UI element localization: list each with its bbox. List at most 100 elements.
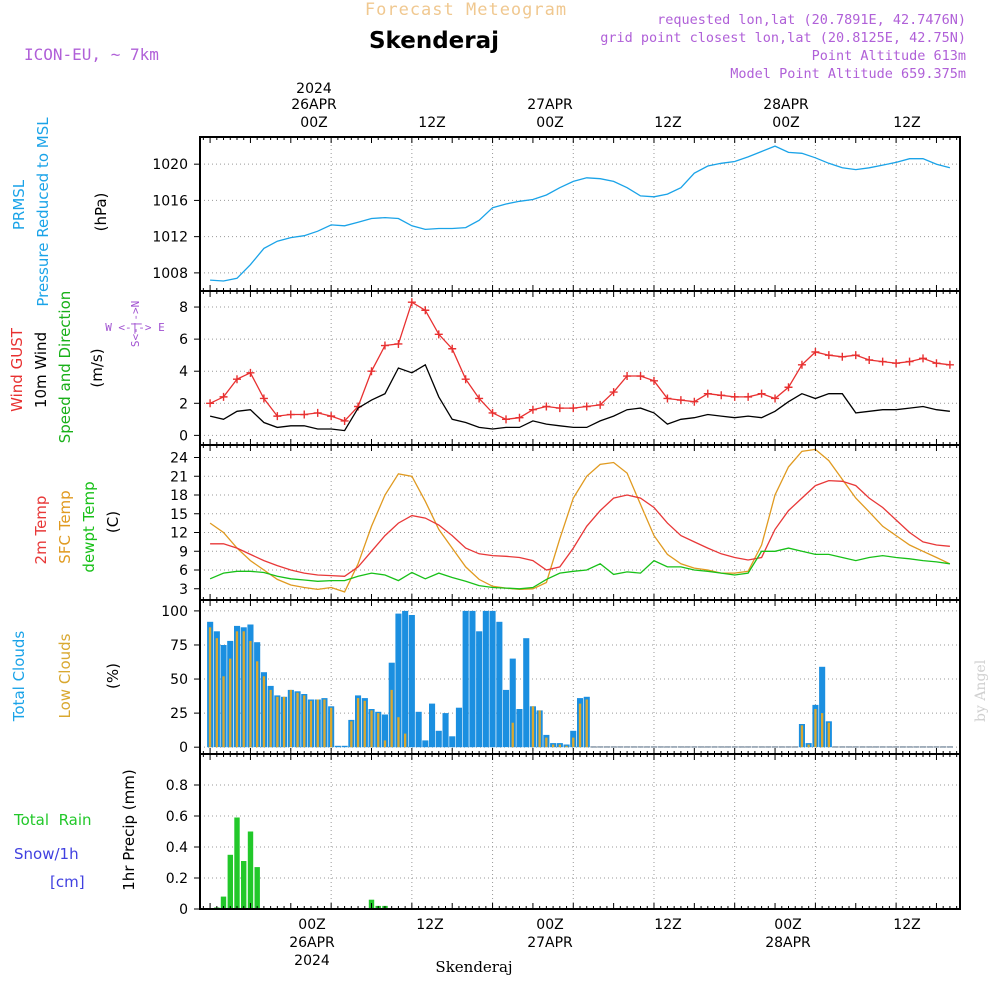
top-day-label-28: 28APR (763, 97, 809, 113)
low-cloud-bar (222, 676, 225, 748)
low-cloud-bar (249, 640, 252, 748)
top-hour-label-2: 12Z (418, 115, 445, 131)
grid-point-coords: grid point closest lon,lat (20.8125E, 42… (600, 30, 966, 46)
bottom-day-label-28: 28APR (765, 935, 811, 951)
low-cloud-bar (356, 698, 360, 748)
bottom-hour-label-4: 12Z (654, 917, 681, 933)
top-hour-label-6: 12Z (893, 115, 920, 131)
gust-point (327, 412, 336, 421)
location-title: Skenderaj (369, 28, 499, 54)
low-cloud-bar (309, 700, 313, 748)
top-hour-label-4: 12Z (654, 115, 681, 131)
total-cloud-bar (395, 613, 402, 748)
total-cloud-bar (866, 746, 873, 748)
total-cloud-bar (664, 746, 671, 748)
y-tick-label: 1008 (152, 266, 188, 282)
gust-point (555, 404, 564, 413)
total-cloud-bar (341, 745, 348, 748)
low-cloud-bar (572, 737, 575, 748)
total-cloud-bar (408, 615, 415, 748)
total-cloud-bar (946, 746, 953, 748)
gust-point (892, 359, 901, 368)
gust-point (259, 394, 268, 403)
gust-point (569, 404, 578, 413)
top-hour-label-5: 00Z (772, 115, 799, 131)
total-cloud-bar (489, 610, 496, 748)
y-tick-label: 1016 (152, 193, 188, 209)
gust-point (380, 341, 389, 350)
watermark: by Angel (973, 659, 989, 722)
y-tick-label: 1020 (152, 157, 188, 173)
p4-label-low: Low Clouds (56, 633, 74, 718)
p2-label-wind: 10m Wind (32, 332, 50, 408)
y-tick-label: 8 (179, 300, 188, 316)
gust-point (609, 388, 618, 397)
precip-bar (247, 831, 254, 909)
panel-frame (199, 444, 961, 601)
gust-point (340, 416, 349, 425)
bottom-hour-label-1: 00Z (298, 917, 325, 933)
y-tick-label: 6 (179, 563, 188, 579)
gust-point (797, 360, 806, 369)
total-cloud-bar (617, 746, 624, 748)
low-cloud-bar (821, 713, 824, 748)
gust-point (905, 357, 914, 366)
low-cloud-bar (377, 713, 380, 748)
total-cloud-bar (731, 746, 738, 748)
requested-coords: requested lon,lat (20.7891E, 42.7476N) (657, 12, 966, 28)
p2-label-unit: (m/s) (88, 348, 106, 387)
gust-point (851, 351, 860, 360)
low-cloud-bar (800, 725, 804, 748)
total-cloud-bar (785, 746, 792, 748)
total-cloud-bar (597, 746, 604, 748)
p5-label-snow-unit: [cm] (50, 873, 85, 891)
total-cloud-bar (442, 713, 449, 748)
gust-point (434, 330, 443, 339)
y-tick-label: 0.2 (166, 871, 188, 887)
panel-frame (199, 136, 961, 292)
total-cloud-bar (832, 746, 839, 748)
total-cloud-bar (906, 746, 913, 748)
y-tick-label: 3 (179, 582, 188, 598)
gust-point (784, 383, 793, 392)
temp-2m-line (210, 479, 950, 577)
gust-point (515, 413, 524, 422)
total-cloud-bar (684, 746, 691, 748)
total-cloud-bar (765, 746, 772, 748)
total-cloud-bar (718, 746, 725, 748)
low-cloud-bar (289, 689, 292, 748)
gust-point (838, 352, 847, 361)
bottom-day-label-27: 27APR (527, 935, 573, 951)
gust-point (286, 410, 295, 419)
total-cloud-bar (940, 746, 947, 748)
total-cloud-bar (509, 658, 516, 748)
low-cloud-bar (256, 661, 259, 748)
y-tick-label: 50 (170, 672, 188, 688)
point-altitude: Point Altitude 613m (812, 48, 966, 64)
model-altitude: Model Point Altitude 659.375m (730, 66, 966, 82)
p4-label-total: Total Clouds (10, 631, 28, 723)
bottom-hour-label-5: 00Z (774, 917, 801, 933)
total-cloud-bar (886, 746, 893, 748)
y-tick-label: 4 (179, 364, 188, 380)
p5-label-rain: Total Rain (13, 811, 92, 829)
gust-point (717, 391, 726, 400)
gust-point (582, 402, 591, 411)
total-cloud-bar (846, 746, 853, 748)
low-cloud-bar (531, 706, 535, 748)
total-cloud-bar (691, 746, 698, 748)
low-cloud-bar (242, 631, 245, 748)
gust-point (367, 367, 376, 376)
total-cloud-bar (476, 631, 483, 748)
low-cloud-bar (350, 721, 353, 748)
gust-point (394, 339, 403, 348)
low-cloud-bar (316, 699, 319, 748)
total-cloud-bar (381, 714, 388, 748)
total-cloud-bar (819, 666, 826, 748)
total-cloud-bar (926, 746, 933, 748)
low-cloud-bar (827, 722, 830, 748)
gust-point (919, 354, 928, 363)
total-cloud-bar (590, 746, 597, 748)
low-cloud-bar (370, 710, 373, 748)
total-cloud-bar (523, 638, 530, 748)
